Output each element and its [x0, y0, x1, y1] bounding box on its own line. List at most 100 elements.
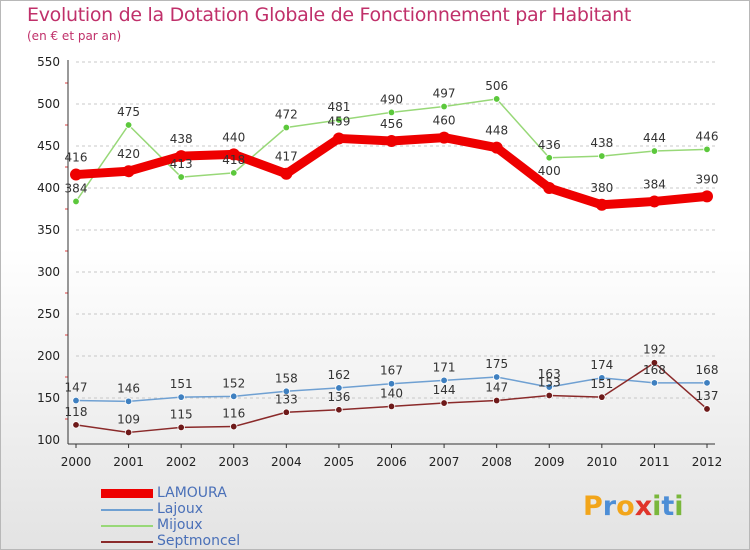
y-tick-label: 150: [37, 391, 60, 405]
data-point: [124, 121, 133, 129]
data-label: 174: [590, 358, 613, 372]
data-label: 420: [117, 147, 140, 161]
logo-letter: r: [602, 491, 617, 522]
data-point: [335, 384, 343, 392]
data-point: [177, 393, 185, 401]
data-point: [72, 396, 80, 405]
logo-letter: o: [616, 491, 635, 522]
y-tick-label: 350: [37, 223, 60, 237]
data-point: [703, 379, 711, 387]
data-point: [280, 167, 293, 180]
y-tick-label: 450: [37, 139, 60, 153]
data-label: 153: [538, 375, 561, 389]
data-point: [385, 134, 398, 147]
x-tick-label: 2000: [61, 455, 92, 469]
data-point: [492, 396, 501, 405]
data-point: [124, 428, 133, 437]
data-label: 109: [117, 412, 140, 426]
data-point: [282, 123, 291, 132]
x-tick-label: 2006: [376, 455, 407, 469]
data-label: 168: [696, 363, 719, 377]
data-label: 475: [117, 105, 140, 119]
data-point: [335, 116, 343, 124]
data-point: [387, 108, 396, 117]
series-lines: [70, 95, 713, 437]
data-label: 417: [275, 150, 298, 164]
data-label: 459: [327, 114, 350, 128]
data-point: [332, 132, 345, 145]
chart-title: Evolution de la Dotation Globale de Fonc…: [27, 4, 632, 26]
data-label: 118: [65, 405, 88, 419]
data-point: [230, 392, 238, 401]
data-label: 168: [643, 363, 666, 377]
grid: [76, 61, 715, 399]
data-point: [543, 182, 556, 194]
data-label: 481: [327, 100, 350, 114]
data-point: [72, 197, 80, 206]
data-point: [438, 131, 451, 144]
data-label: 167: [380, 364, 403, 378]
data-label: 400: [538, 164, 561, 178]
x-tick-label: 2011: [639, 455, 670, 469]
data-label: 418: [222, 153, 245, 167]
data-label: 506: [485, 79, 508, 93]
data-point: [177, 423, 185, 432]
legend: LAMOURA Lajoux Mijoux Septmoncel: [101, 485, 361, 549]
data-label: 175: [485, 357, 508, 371]
x-tick-label: 2004: [271, 455, 302, 469]
data-point: [490, 141, 503, 154]
data-point: [177, 173, 185, 181]
logo-letter: t: [661, 491, 675, 522]
data-point: [492, 95, 501, 103]
chart-subtitle: (en € et par an): [27, 29, 122, 43]
data-point: [648, 195, 661, 208]
x-tick-label: 2005: [324, 455, 355, 469]
data-label: 490: [380, 92, 403, 106]
data-point: [175, 150, 188, 163]
legend-swatch: [101, 489, 153, 498]
logo-letter: i: [652, 491, 662, 522]
data-point: [545, 391, 553, 400]
legend-item-lamoura: LAMOURA: [101, 485, 361, 501]
data-point: [598, 152, 606, 160]
data-label: 146: [117, 381, 140, 395]
legend-swatch: [101, 509, 153, 511]
data-point: [492, 373, 501, 381]
data-label: 192: [643, 343, 666, 357]
x-tick-label: 2012: [692, 455, 723, 469]
data-point: [230, 422, 238, 431]
data-label: 448: [485, 124, 508, 138]
data-label: 136: [327, 390, 350, 404]
logo-letter: x: [634, 491, 653, 522]
legend-label: Septmoncel: [157, 533, 241, 549]
data-point: [650, 359, 659, 367]
data-label: 384: [65, 181, 88, 195]
data-label: 152: [222, 376, 245, 390]
data-label: 133: [275, 392, 298, 406]
logo-letter: i: [674, 491, 684, 522]
data-label: 147: [485, 381, 508, 395]
data-label: 436: [538, 138, 561, 152]
data-label: 456: [380, 117, 403, 131]
data-point: [650, 379, 659, 387]
data-point: [282, 387, 291, 395]
data-label: 390: [696, 172, 719, 186]
y-tick-label: 300: [37, 265, 60, 279]
x-tick-label: 2003: [218, 455, 249, 469]
data-label: 162: [327, 368, 350, 382]
data-point: [335, 406, 343, 414]
data-label: 413: [170, 157, 193, 171]
data-point: [440, 399, 448, 407]
legend-item-septmoncel: Septmoncel: [101, 533, 361, 549]
data-label: 158: [275, 371, 298, 385]
x-tick-label: 2007: [429, 455, 460, 469]
legend-item-mijoux: Mijoux: [101, 517, 361, 533]
data-label: 440: [222, 130, 245, 144]
data-point: [387, 402, 396, 411]
data-point: [598, 393, 606, 401]
data-label: 171: [433, 360, 456, 374]
data-labels: 416 420 438 440 417 459 456 460 448 400 380 384 390 1…: [65, 79, 719, 426]
x-tick-label: 2010: [587, 455, 618, 469]
